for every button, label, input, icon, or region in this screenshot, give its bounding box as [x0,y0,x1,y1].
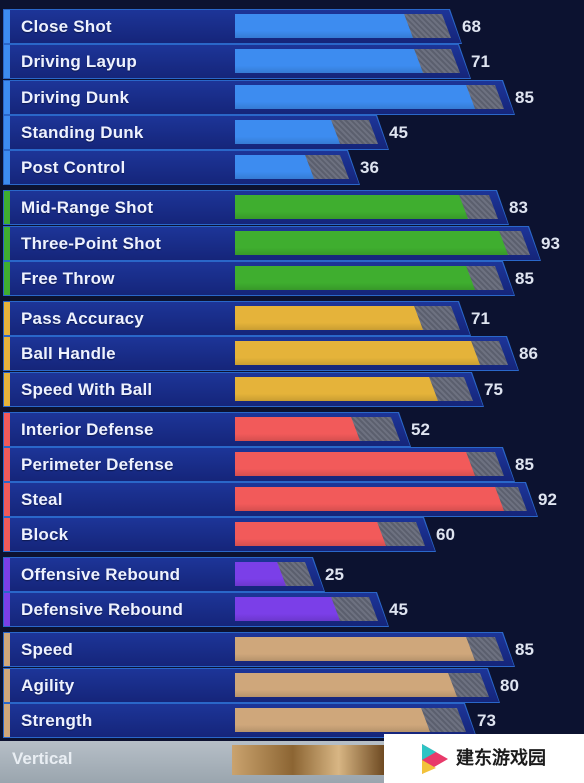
rating-value: 85 [515,640,534,659]
category-accent [4,593,10,626]
watermark: 建东游戏园 [384,734,584,783]
rating-label: Pass Accuracy [21,309,144,328]
rating-value: 83 [509,198,528,217]
rating-bar-fill [235,49,423,73]
rating-label: Free Throw [21,269,115,288]
rating-value: 93 [541,234,560,253]
category-accent [4,227,10,260]
rating-label: Post Control [21,158,126,177]
play-triangle-logo-icon [422,744,448,774]
rating-value: 75 [484,380,503,399]
rating-value: 86 [519,344,538,363]
rating-label: Close Shot [21,17,112,36]
rating-bar-fill [235,597,340,621]
rating-label: Mid-Range Shot [21,198,154,217]
rating-value: 45 [389,600,408,619]
category-accent [4,413,10,446]
rating-value: 52 [411,420,430,439]
category-accent [4,337,10,370]
rating-label: Strength [21,711,93,730]
rating-value: 68 [462,17,481,36]
category-accent [4,151,10,184]
rating-bar-fill [235,306,423,330]
rating-value: 71 [471,52,490,71]
category-accent [4,116,10,149]
rating-bar-fill [235,487,504,511]
rating-bar-fill [235,341,480,365]
category-accent [4,518,10,551]
category-accent [4,81,10,114]
rating-label: Standing Dunk [21,123,144,142]
rating-bar-fill [235,231,508,255]
rating-value: 92 [538,490,557,509]
rating-bar-fill [235,522,386,546]
rating-row-vertical: Vertical [0,741,384,783]
rating-bar-fill [235,562,286,586]
rating-label: Agility [21,676,75,695]
rating-bar-fill [235,708,430,732]
category-accent [4,45,10,78]
category-accent [4,262,10,295]
category-accent [4,633,10,666]
rating-value: 36 [360,158,379,177]
rating-bar-fill [235,673,457,697]
rating-bar-fill [235,266,475,290]
category-accent [4,302,10,335]
rating-value: 85 [515,88,534,107]
rating-bar-fill [235,637,475,661]
rating-bar-fill [235,155,314,179]
rating-bar-fill [235,452,475,476]
rating-bar-fill [235,85,475,109]
category-accent [4,373,10,406]
rating-value: 25 [325,565,344,584]
category-accent [4,704,10,737]
rating-label: Perimeter Defense [21,455,174,474]
rating-bar-fill [235,417,360,441]
rating-label: Steal [21,490,63,509]
category-accent [4,669,10,702]
category-accent [4,10,10,43]
rating-label: Driving Layup [21,52,137,71]
rating-value: 73 [477,711,496,730]
rating-label: Defensive Rebound [21,600,184,619]
rating-label: Three-Point Shot [21,234,162,253]
rating-label: Interior Defense [21,420,154,439]
rating-label: Speed With Ball [21,380,153,399]
rating-label: Ball Handle [21,344,116,363]
rating-label: Speed [21,640,74,659]
rating-label: Block [21,525,69,544]
category-accent [4,448,10,481]
rating-bar-fill [232,745,384,775]
rating-bar-fill [235,195,468,219]
rating-value: 85 [515,269,534,288]
rating-value: 60 [436,525,455,544]
rating-label: Vertical [12,749,73,768]
rating-bar-fill [235,120,340,144]
category-accent [4,191,10,224]
rating-value: 45 [389,123,408,142]
rating-label: Driving Dunk [21,88,130,107]
rating-value: 80 [500,676,519,695]
category-accent [4,483,10,516]
rating-bar-fill [235,377,438,401]
watermark-text: 建东游戏园 [456,748,546,769]
rating-value: 71 [471,309,490,328]
rating-label: Offensive Rebound [21,565,181,584]
category-accent [4,558,10,591]
rating-value: 85 [515,455,534,474]
rating-bar-fill [235,14,413,38]
